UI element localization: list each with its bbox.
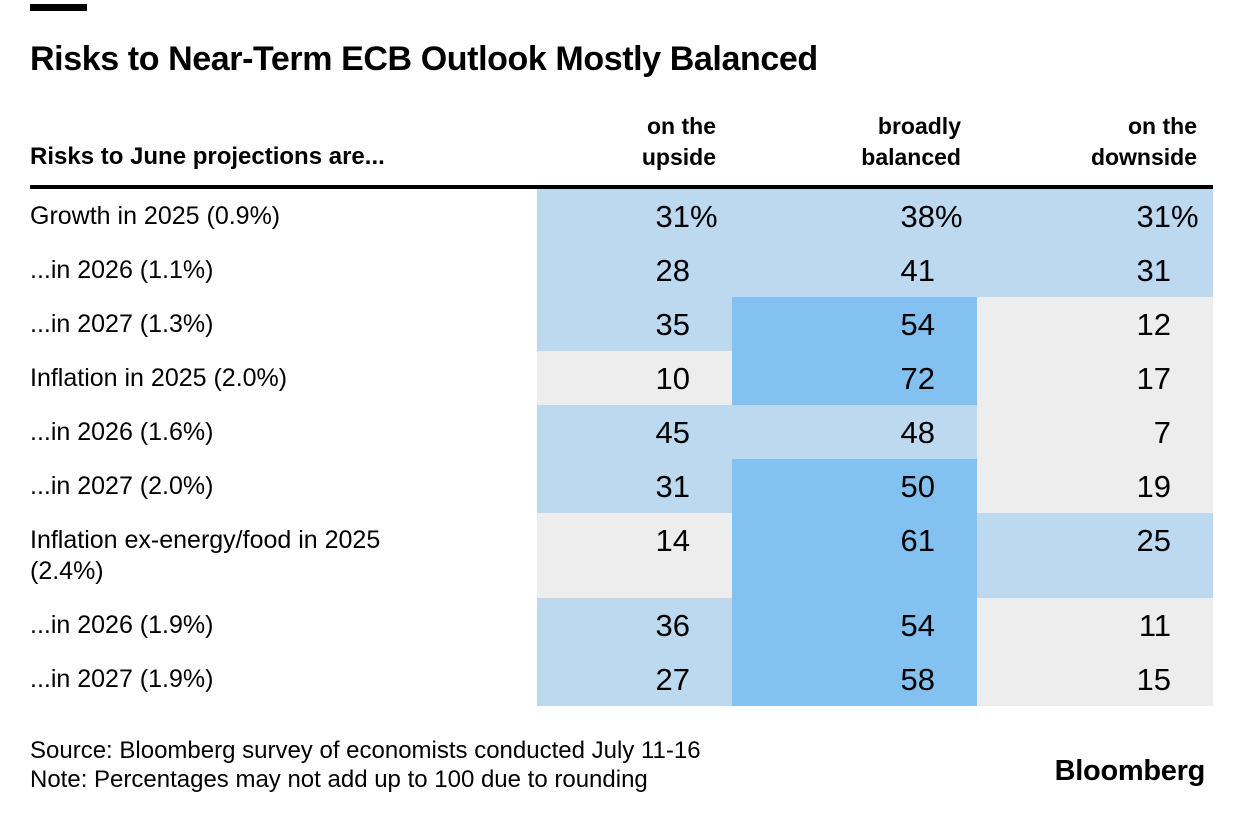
col-header-balanced-line1: broadly — [877, 113, 961, 139]
value-cell-balanced: 48 — [732, 405, 977, 459]
cell-value: 31 — [655, 469, 690, 504]
value-cell-downside: 25 — [977, 513, 1213, 598]
table-row: ...in 2027 (1.9%) 27 58 15 — [30, 652, 1213, 706]
cell-unit: % — [935, 199, 963, 234]
bloomberg-logo: Bloomberg — [1054, 755, 1206, 787]
row-label: ...in 2027 (1.9%) — [30, 665, 214, 693]
value-cell-balanced: 41 — [732, 243, 977, 297]
value-cell-upside: 45 — [537, 405, 732, 459]
value-cell-upside: 14 — [537, 513, 732, 598]
cell-value: 54 — [900, 608, 935, 643]
value-cell-balanced: 50 — [732, 459, 977, 513]
cell-value: 12 — [1136, 307, 1171, 342]
row-group-header: Risks to June projections are... — [30, 143, 385, 170]
cell-value: 54 — [900, 307, 935, 342]
cell-value: 31 — [1136, 199, 1171, 234]
value-cell-balanced: 58 — [732, 652, 977, 706]
value-cell-balanced: 38% — [732, 189, 977, 243]
topper-bar — [30, 4, 87, 11]
row-label: ...in 2027 (1.3%) — [30, 310, 214, 338]
value-cell-upside: 10 — [537, 351, 732, 405]
cell-value: 48 — [900, 415, 935, 450]
value-cell-upside: 28 — [537, 243, 732, 297]
cell-value: 35 — [655, 307, 690, 342]
cell-value: 10 — [655, 361, 690, 396]
table-row: ...in 2027 (2.0%) 31 50 19 — [30, 459, 1213, 513]
cell-value: 25 — [1136, 523, 1171, 558]
cell-value: 31 — [1136, 253, 1171, 288]
value-cell-upside: 36 — [537, 598, 732, 652]
source-note: Source: Bloomberg survey of economists c… — [30, 737, 701, 764]
col-header-balanced: broadly balanced — [732, 111, 977, 173]
cell-value: 28 — [655, 253, 690, 288]
col-header-upside-line2: upside — [641, 144, 716, 170]
chart-title: Risks to Near-Term ECB Outlook Mostly Ba… — [30, 40, 818, 78]
cell-unit: % — [1171, 199, 1199, 234]
col-header-balanced-line2: balanced — [861, 144, 961, 170]
cell-value: 45 — [655, 415, 690, 450]
value-cell-balanced: 61 — [732, 513, 977, 598]
cell-value: 41 — [900, 253, 935, 288]
col-header-downside-line1: on the — [1128, 113, 1197, 139]
table-row: ...in 2026 (1.1%) 28 41 31 — [30, 243, 1213, 297]
cell-value: 11 — [1138, 608, 1171, 643]
row-label: ...in 2026 (1.9%) — [30, 611, 214, 639]
value-cell-downside: 7 — [977, 405, 1213, 459]
row-label: ...in 2027 (2.0%) — [30, 472, 214, 500]
value-cell-balanced: 72 — [732, 351, 977, 405]
value-cell-downside: 31% — [977, 189, 1213, 243]
row-label: ...in 2026 (1.1%) — [30, 256, 214, 284]
cell-value: 14 — [655, 523, 690, 558]
value-cell-upside: 31 — [537, 459, 732, 513]
table-row: ...in 2026 (1.9%) 36 54 11 — [30, 598, 1213, 652]
cell-value: 61 — [900, 523, 935, 558]
cell-unit: % — [690, 199, 718, 234]
col-header-upside: on the upside — [537, 111, 732, 173]
value-cell-downside: 19 — [977, 459, 1213, 513]
table-row: ...in 2026 (1.6%) 45 48 7 — [30, 405, 1213, 459]
row-label: Growth in 2025 (0.9%) — [30, 202, 281, 230]
value-cell-balanced: 54 — [732, 598, 977, 652]
value-cell-upside: 35 — [537, 297, 732, 351]
cell-value: 31 — [655, 199, 690, 234]
rounding-note: Note: Percentages may not add up to 100 … — [30, 765, 648, 793]
value-cell-downside: 15 — [977, 652, 1213, 706]
cell-value: 38 — [900, 199, 935, 234]
cell-value: 15 — [1136, 662, 1171, 697]
cell-value: 19 — [1136, 469, 1171, 504]
cell-value: 50 — [900, 469, 935, 504]
table-header: Risks to June projections are... on the … — [30, 108, 1213, 173]
col-header-upside-line1: on the — [647, 113, 716, 139]
cell-value: 17 — [1136, 361, 1171, 396]
value-cell-upside: 31% — [537, 189, 732, 243]
footnotes: Source: Bloomberg survey of economists c… — [30, 737, 701, 794]
value-cell-downside: 17 — [977, 351, 1213, 405]
table-body: Growth in 2025 (0.9%) 31% 38% 31% ...in … — [30, 189, 1213, 706]
table-row: Growth in 2025 (0.9%) 31% 38% 31% — [30, 189, 1213, 243]
header-rule — [30, 185, 1213, 189]
cell-value: 72 — [900, 361, 935, 396]
cell-value: 7 — [1153, 415, 1171, 450]
table-row: ...in 2027 (1.3%) 35 54 12 — [30, 297, 1213, 351]
cell-value: 58 — [900, 662, 935, 697]
table-row: Inflation ex-energy/food in 2025 (2.4%) … — [30, 513, 1213, 598]
row-label: ...in 2026 (1.6%) — [30, 418, 214, 446]
value-cell-upside: 27 — [537, 652, 732, 706]
value-cell-balanced: 54 — [732, 297, 977, 351]
cell-value: 36 — [655, 608, 690, 643]
col-header-downside-line2: downside — [1090, 144, 1197, 170]
value-cell-downside: 11 — [977, 598, 1213, 652]
value-cell-downside: 31 — [977, 243, 1213, 297]
col-header-downside: on the downside — [977, 111, 1213, 173]
row-label: Inflation in 2025 (2.0%) — [30, 364, 288, 392]
row-label: Inflation ex-energy/food in 2025 (2.4%) — [30, 526, 381, 585]
cell-value: 27 — [655, 662, 690, 697]
value-cell-downside: 12 — [977, 297, 1213, 351]
table-row: Inflation in 2025 (2.0%) 10 72 17 — [30, 351, 1213, 405]
